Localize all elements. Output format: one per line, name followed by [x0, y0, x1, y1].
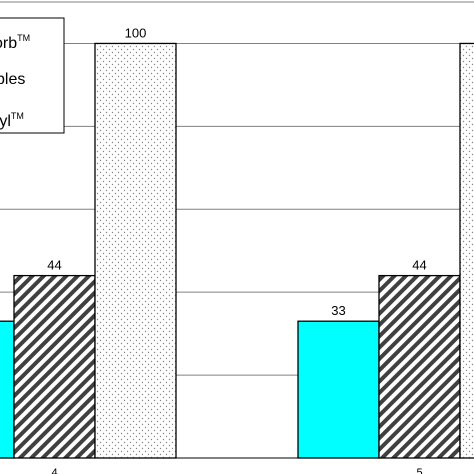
bars-group — [0, 42, 474, 459]
data-labels-group: 33441003344100 — [47, 25, 426, 318]
data-label: 44 — [412, 258, 426, 273]
legend-item-1: orbTM — [0, 33, 30, 52]
bar-5-series-2 — [378, 274, 461, 459]
data-label: 100 — [125, 25, 147, 40]
data-label: 33 — [331, 303, 345, 318]
legend-item-3: rylTM — [0, 111, 24, 130]
bar-5-series-3 — [459, 42, 474, 459]
bar-4-series-1 — [0, 320, 15, 459]
legend-item-2: bles — [0, 71, 25, 88]
x-tick-label: 4 — [51, 467, 57, 474]
x-tick-label: 5 — [416, 467, 422, 474]
bar-4-series-3 — [94, 42, 177, 459]
bar-4-series-2 — [13, 274, 96, 459]
legend: orbTM bles rylTM — [0, 17, 65, 134]
data-label: 44 — [47, 258, 61, 273]
bar-5-series-1 — [297, 320, 380, 459]
legend-box — [0, 17, 65, 134]
